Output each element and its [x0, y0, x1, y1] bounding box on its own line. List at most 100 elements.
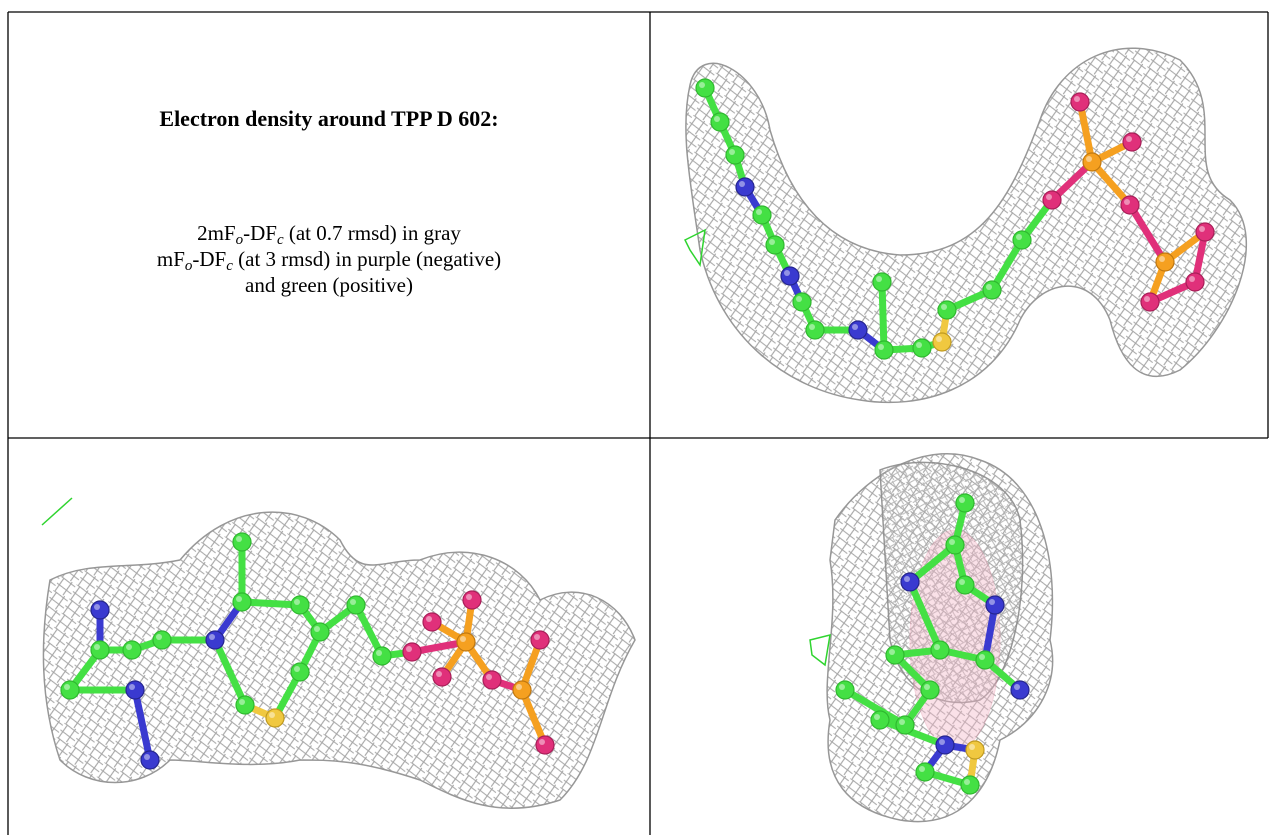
- atom: [433, 668, 451, 686]
- atom-highlight: [534, 634, 540, 640]
- atom: [1071, 93, 1089, 111]
- difference-density: [810, 635, 830, 665]
- atom-highlight: [1014, 684, 1020, 690]
- atom-highlight: [714, 116, 720, 122]
- atom: [983, 281, 1001, 299]
- atom-highlight: [460, 636, 466, 642]
- atom: [91, 641, 109, 659]
- atom-highlight: [156, 634, 162, 640]
- atom: [513, 681, 531, 699]
- atom-highlight: [239, 699, 245, 705]
- atom-highlight: [959, 579, 965, 585]
- density-mesh: [43, 512, 635, 808]
- atom: [126, 681, 144, 699]
- atom-highlight: [94, 604, 100, 610]
- atom: [153, 631, 171, 649]
- atom-highlight: [936, 336, 942, 342]
- atom: [986, 596, 1004, 614]
- atom: [423, 613, 441, 631]
- subscript: c: [226, 258, 233, 274]
- atom: [806, 321, 824, 339]
- bond: [882, 282, 884, 350]
- atom-highlight: [294, 599, 300, 605]
- atom: [956, 576, 974, 594]
- atom: [711, 113, 729, 131]
- atom-highlight: [904, 576, 910, 582]
- atom-highlight: [236, 596, 242, 602]
- atom-highlight: [949, 539, 955, 545]
- atom: [91, 601, 109, 619]
- atom-highlight: [809, 324, 815, 330]
- atom-highlight: [699, 82, 705, 88]
- text: 2mF: [197, 221, 236, 245]
- atom-highlight: [1126, 136, 1132, 142]
- atom: [966, 741, 984, 759]
- atom-highlight: [784, 270, 790, 276]
- atom-highlight: [1086, 156, 1092, 162]
- atom-highlight: [878, 344, 884, 350]
- atom-highlight: [852, 324, 858, 330]
- atom: [873, 273, 891, 291]
- atom-highlight: [129, 684, 135, 690]
- atom-highlight: [426, 616, 432, 622]
- atom: [933, 333, 951, 351]
- atom-highlight: [269, 712, 275, 718]
- atom: [836, 681, 854, 699]
- atom-highlight: [144, 754, 150, 760]
- atom-highlight: [64, 684, 70, 690]
- atom-highlight: [959, 497, 965, 503]
- atom-highlight: [939, 739, 945, 745]
- atom-highlight: [486, 674, 492, 680]
- text: -DF: [192, 247, 226, 271]
- atom: [886, 646, 904, 664]
- atom-highlight: [839, 684, 845, 690]
- atom-highlight: [539, 739, 545, 745]
- atom: [403, 643, 421, 661]
- atom: [896, 716, 914, 734]
- atom: [753, 206, 771, 224]
- atom: [206, 631, 224, 649]
- atom-highlight: [406, 646, 412, 652]
- atom-highlight: [1016, 234, 1022, 240]
- caption-cell: Electron density around TPP D 602: 2mFo-…: [8, 12, 650, 438]
- caption-body: 2mFo-DFc (at 0.7 rmsd) in gray mFo-DFc (…: [8, 220, 650, 298]
- text: mF: [157, 247, 185, 271]
- atom: [1141, 293, 1159, 311]
- atom: [961, 776, 979, 794]
- atom: [531, 631, 549, 649]
- atom-highlight: [919, 766, 925, 772]
- atom: [373, 647, 391, 665]
- atom-highlight: [350, 599, 356, 605]
- atom-highlight: [1124, 199, 1130, 205]
- atom: [875, 341, 893, 359]
- caption-line: mFo-DFc (at 3 rmsd) in purple (negative): [8, 246, 650, 272]
- atom: [913, 339, 931, 357]
- atom: [946, 536, 964, 554]
- caption-title: Electron density around TPP D 602:: [8, 106, 650, 132]
- atom-highlight: [756, 209, 762, 215]
- atom: [1196, 223, 1214, 241]
- atom: [61, 681, 79, 699]
- atom: [1083, 153, 1101, 171]
- atom-highlight: [934, 644, 940, 650]
- text: -DF: [243, 221, 277, 245]
- atom: [696, 79, 714, 97]
- atom-highlight: [989, 599, 995, 605]
- atom: [266, 709, 284, 727]
- atom: [1156, 253, 1174, 271]
- atom: [463, 591, 481, 609]
- atom-highlight: [924, 684, 930, 690]
- atom: [976, 651, 994, 669]
- atom: [938, 301, 956, 319]
- atom: [726, 146, 744, 164]
- atom: [931, 641, 949, 659]
- atom: [233, 533, 251, 551]
- caption-line: and green (positive): [8, 272, 650, 298]
- atom-highlight: [874, 714, 880, 720]
- atom: [233, 593, 251, 611]
- atom-highlight: [979, 654, 985, 660]
- atom-highlight: [916, 342, 922, 348]
- atom: [141, 751, 159, 769]
- atom-highlight: [466, 594, 472, 600]
- atom-highlight: [94, 644, 100, 650]
